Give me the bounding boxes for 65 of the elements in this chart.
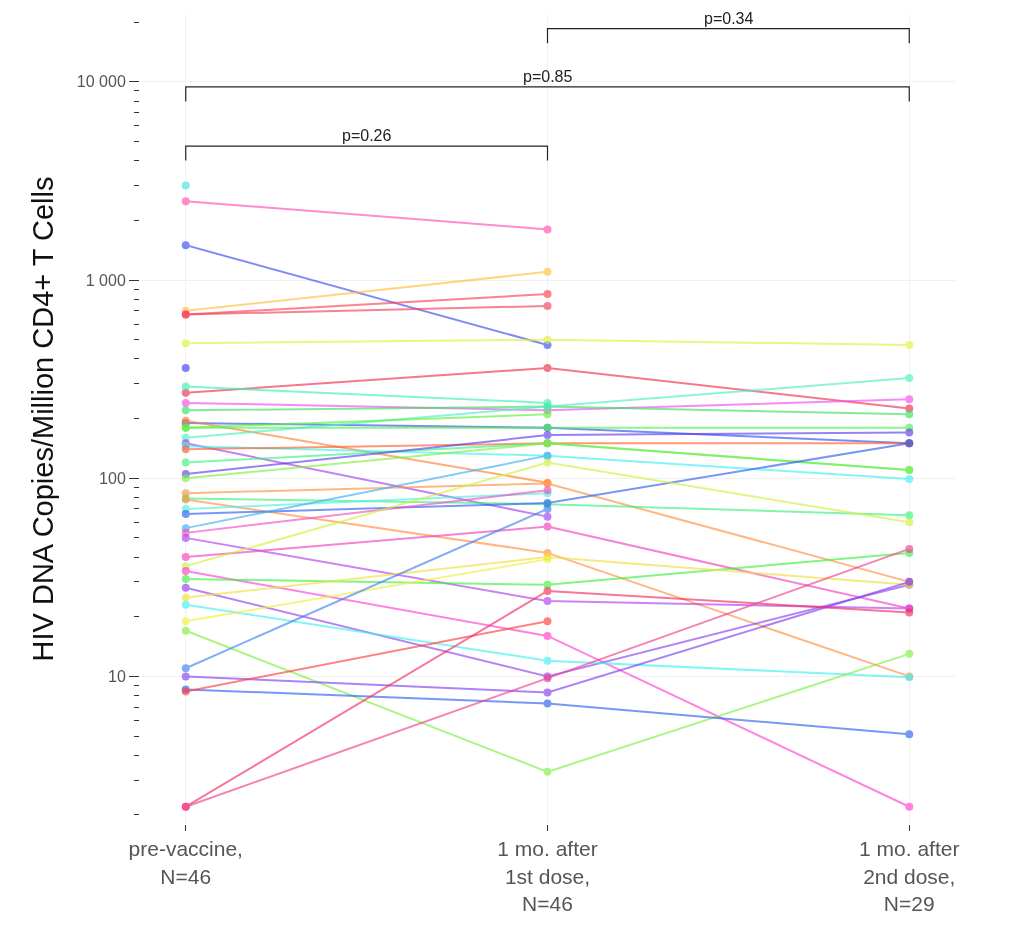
point — [543, 410, 552, 419]
point — [905, 475, 914, 484]
x-tick-label: 1 mo. after 2nd dose, N=29 — [859, 837, 960, 915]
point — [181, 664, 190, 673]
point — [905, 544, 914, 553]
point — [543, 301, 552, 310]
point — [905, 428, 914, 437]
point — [181, 583, 190, 592]
point — [543, 767, 552, 776]
point — [905, 649, 914, 658]
point — [181, 533, 190, 542]
point — [181, 398, 190, 407]
annotation: p=0.26 — [342, 127, 392, 144]
point — [905, 511, 914, 520]
point — [543, 597, 552, 606]
point — [181, 363, 190, 372]
point — [543, 458, 552, 467]
point — [181, 474, 190, 483]
annotation: p=0.34 — [704, 10, 754, 27]
point — [181, 617, 190, 626]
point — [543, 267, 552, 276]
point — [181, 567, 190, 576]
annotation: p=0.85 — [523, 68, 573, 85]
point — [543, 225, 552, 234]
point — [181, 406, 190, 415]
point — [181, 197, 190, 206]
point — [543, 504, 552, 513]
point — [181, 626, 190, 635]
point — [181, 388, 190, 397]
point — [181, 575, 190, 584]
y-axis-title: HIV DNA Copies/Million CD4+ T Cells — [27, 176, 60, 662]
point — [543, 290, 552, 299]
point — [181, 382, 190, 391]
point — [181, 593, 190, 602]
point — [543, 431, 552, 440]
point — [905, 608, 914, 617]
point — [543, 363, 552, 372]
y-tick-label: 100 — [99, 469, 126, 487]
point — [543, 335, 552, 344]
point — [543, 699, 552, 708]
point — [181, 241, 190, 250]
point — [181, 553, 190, 562]
point — [543, 522, 552, 531]
x-tick-label: 1 mo. after 1st dose, N=46 — [497, 837, 598, 915]
point — [543, 586, 552, 595]
point — [181, 600, 190, 609]
point — [905, 374, 914, 383]
point — [181, 509, 190, 518]
point — [543, 631, 552, 640]
point — [905, 802, 914, 811]
x-tick-label: pre-vaccine, N=46 — [128, 837, 243, 888]
point — [543, 512, 552, 521]
point — [543, 617, 552, 626]
point — [181, 672, 190, 681]
point — [905, 730, 914, 739]
point — [905, 518, 914, 527]
point — [905, 395, 914, 404]
y-tick-label: 1 000 — [85, 271, 126, 289]
point — [543, 688, 552, 697]
point — [905, 341, 914, 350]
y-tick-label: 10 000 — [76, 73, 126, 91]
point — [543, 656, 552, 665]
point — [181, 339, 190, 348]
y-tick-label: 10 — [108, 668, 126, 686]
point — [905, 410, 914, 419]
